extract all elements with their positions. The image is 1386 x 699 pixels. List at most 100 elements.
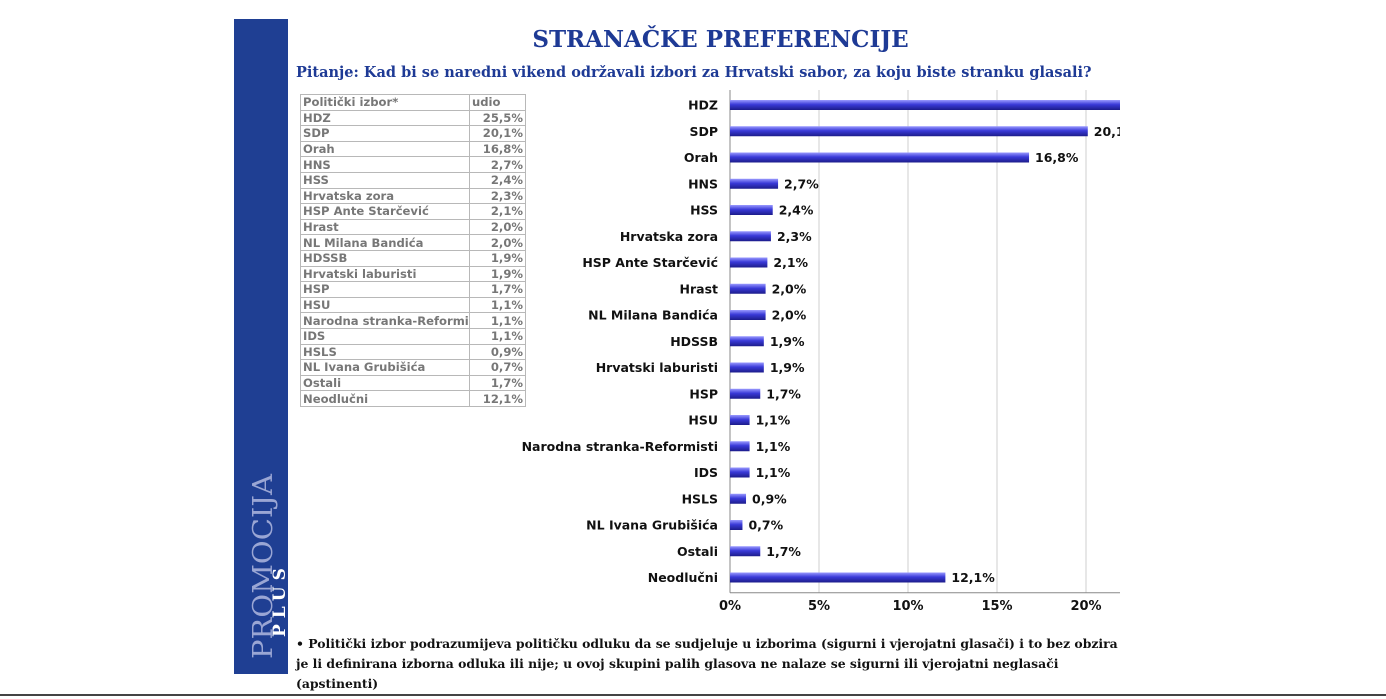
x-tick-label: 10% (892, 599, 923, 614)
table-row: NL Ivana Grubišića 0,7% (300, 359, 526, 376)
x-tick-label: 5% (808, 599, 830, 614)
table-header-party: Politički izbor* (300, 94, 470, 111)
category-label: NL Milana Bandića (588, 308, 718, 323)
bar-value-label: 1,1% (756, 413, 791, 428)
table-cell-share: 1,1% (469, 296, 526, 314)
bar (730, 178, 779, 189)
bar (730, 467, 750, 478)
bar-value-label: 2,1% (773, 255, 808, 270)
table-row: HSU 1,1% (300, 296, 526, 314)
table-cell-share: 2,3% (469, 187, 526, 205)
table-row: Orah 16,8% (300, 140, 526, 158)
category-label: HSS (690, 203, 718, 218)
table-header-share: udio (469, 94, 526, 111)
table-cell-party: HSP (300, 281, 470, 298)
table-cell-party: Orah (300, 140, 470, 158)
bar-value-label: 0,9% (752, 491, 787, 506)
table-cell-share: 16,8% (469, 140, 526, 158)
category-label: Narodna stranka-Reformisti (522, 439, 718, 454)
table-row: SDP 20,1% (300, 125, 526, 142)
category-label: HNS (688, 176, 718, 191)
bar-value-label: 2,4% (779, 203, 814, 218)
bar-value-label: 12,1% (951, 570, 995, 585)
table-row: Narodna stranka-Reformisti 1,1% (300, 312, 526, 329)
table-cell-party: Hrvatski laburisti (300, 265, 470, 283)
table-row: Hrast 2,0% (300, 218, 526, 236)
table-cell-share: 1,9% (469, 249, 526, 267)
table-cell-party: Hrast (300, 218, 470, 236)
bar-value-label: 16,8% (1035, 150, 1079, 165)
table-cell-share: 0,9% (469, 343, 526, 361)
category-label: IDS (694, 465, 718, 480)
table-cell-party: HNS (300, 156, 470, 173)
bar (730, 336, 764, 347)
category-label: HDZ (688, 98, 718, 113)
table-cell-share: 1,7% (469, 281, 526, 298)
bar (730, 520, 743, 530)
x-tick-label: 0% (719, 599, 741, 614)
bar (730, 572, 946, 583)
category-label: Neodlučni (648, 570, 718, 585)
table-cell-party: HDSSB (300, 249, 470, 267)
x-tick-label: 15% (981, 599, 1012, 614)
bar (730, 310, 766, 320)
bar (730, 415, 750, 425)
table-row: Neodlučni 12,1% (300, 390, 526, 407)
footnote: • Politički izbor podrazumijeva političk… (296, 636, 1118, 691)
bar-value-label: 1,1% (756, 465, 791, 480)
bar-value-label: 1,7% (766, 544, 801, 559)
brand-sidebar (234, 19, 288, 674)
table-row: HSP 1,7% (300, 281, 526, 298)
bar (730, 283, 766, 294)
bar (730, 126, 1088, 137)
page-title: STRANAČKE PREFERENCIJE (532, 26, 909, 53)
bar (730, 362, 764, 373)
results-table: Politički izbor* udio HDZ 25,5% SDP 20,1% Or… (300, 94, 526, 407)
bar-value-label: 1,1% (756, 439, 791, 454)
table-cell-party: HSLS (300, 343, 470, 361)
table-row: NL Milana Bandića 2,0% (300, 234, 526, 251)
table-row: Hrvatska zora 2,3% (300, 187, 526, 205)
table-cell-share: 12,1% (469, 390, 526, 407)
category-label: Hrast (680, 281, 719, 296)
table-cell-share: 1,1% (469, 312, 526, 329)
category-label: HSP Ante Starčević (582, 255, 718, 270)
table-cell-party: HSP Ante Starčević (300, 203, 470, 220)
category-label: HSP (689, 386, 718, 401)
table-cell-share: 2,4% (469, 171, 526, 189)
logo-main-text: PROMOCIJA (248, 473, 279, 659)
table-row: IDS 1,1% (300, 327, 526, 345)
bar (730, 388, 761, 399)
bottom-divider (0, 694, 1386, 696)
bar (730, 100, 1120, 110)
table-cell-share: 25,5% (469, 109, 526, 127)
table-header-row: Politički izbor* udio (300, 94, 526, 111)
bar-value-label: 0,7% (748, 518, 783, 533)
table-row: HSLS 0,9% (300, 343, 526, 361)
category-label: Hrvatska zora (620, 229, 718, 244)
bar-value-label: 1,7% (766, 386, 801, 401)
table-cell-share: 1,9% (469, 265, 526, 283)
category-label: NL Ivana Grubišića (586, 518, 718, 533)
bar-chart: 0%5%10%15%20%25%30%HDZ25,5%SDP20,1%Orah1… (522, 90, 1120, 614)
table-row: HDZ 25,5% (300, 109, 526, 127)
table-row: Hrvatski laburisti 1,9% (300, 265, 526, 283)
category-label: Hrvatski laburisti (596, 360, 718, 375)
category-label: Orah (684, 150, 718, 165)
bar (730, 493, 747, 504)
table-cell-share: 1,1% (469, 327, 526, 345)
bar-value-label: 2,7% (784, 176, 819, 191)
table-cell-party: HDZ (300, 109, 470, 127)
bar-value-label: 2,0% (772, 308, 807, 323)
bar-value-label: 2,3% (777, 229, 812, 244)
table-cell-party: Narodna stranka-Reformisti (300, 312, 470, 329)
table-cell-party: Neodlučni (300, 390, 470, 407)
bar-value-label: 1,9% (770, 334, 805, 349)
table-cell-party: NL Milana Bandića (300, 234, 470, 251)
category-label: HSU (688, 413, 718, 428)
x-tick-label: 20% (1070, 599, 1101, 614)
bar-value-label: 1,9% (770, 360, 805, 375)
bar (730, 546, 761, 557)
bar (730, 152, 1030, 163)
bar (730, 441, 750, 452)
